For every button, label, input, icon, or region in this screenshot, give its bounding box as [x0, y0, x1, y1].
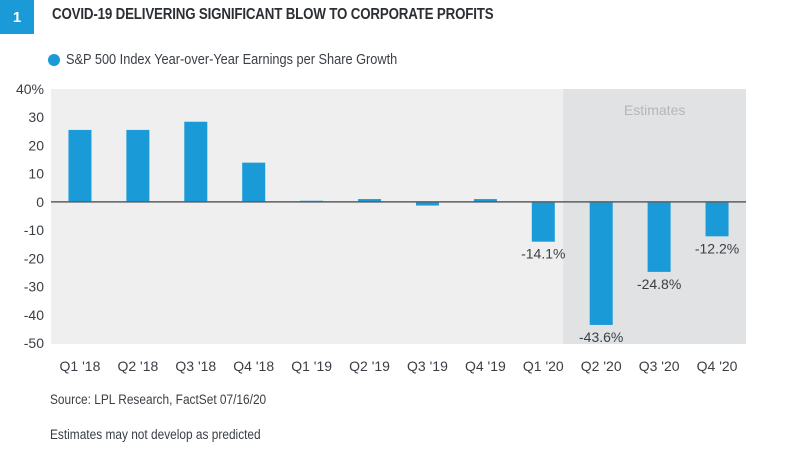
bar [589, 201, 613, 325]
data-label: -14.1% [521, 246, 565, 262]
y-tick-label: -30 [24, 279, 44, 295]
x-tick-label: Q1 '19 [291, 358, 332, 374]
y-tick-label: -10 [24, 222, 44, 238]
y-tick-label: 30 [28, 109, 44, 125]
bar [358, 199, 382, 202]
x-tick-label: Q2 '20 [581, 358, 622, 374]
y-tick-label: 20 [28, 137, 44, 153]
bar [68, 129, 92, 202]
bar [705, 201, 729, 237]
y-tick-label: -20 [24, 250, 44, 266]
y-tick-label: -50 [24, 335, 44, 351]
bar [242, 162, 266, 202]
bar [473, 199, 497, 202]
y-tick-label: 10 [28, 166, 44, 182]
x-tick-label: Q3 '18 [175, 358, 216, 374]
y-tick-label: 40% [16, 81, 44, 97]
bar [531, 201, 555, 242]
x-tick-label: Q2 '19 [349, 358, 390, 374]
data-label: -12.2% [695, 240, 739, 256]
y-tick-label: 0 [36, 194, 44, 210]
x-tick-label: Q4 '18 [233, 358, 274, 374]
bar [126, 129, 150, 202]
source-text: Source: LPL Research, FactSet 07/16/20 [50, 392, 267, 407]
data-label: -24.8% [637, 276, 681, 292]
data-label: -43.6% [579, 329, 623, 345]
disclaimer-note: Estimates may not develop as predicted [50, 427, 261, 442]
y-tick-label: -40 [24, 307, 44, 323]
x-tick-label: Q3 '20 [639, 358, 680, 374]
x-tick-label: Q2 '18 [117, 358, 158, 374]
bar [184, 121, 208, 202]
figure-number-badge: 1 [0, 0, 34, 34]
bar [415, 201, 439, 206]
x-tick-label: Q1 '18 [60, 358, 101, 374]
legend-marker [48, 54, 60, 66]
estimates-label: Estimates [624, 102, 685, 118]
x-tick-label: Q4 '20 [697, 358, 738, 374]
x-tick-label: Q4 '19 [465, 358, 506, 374]
bar [647, 201, 671, 272]
x-tick-label: Q3 '19 [407, 358, 448, 374]
chart-title: COVID-19 DELIVERING SIGNIFICANT BLOW TO … [52, 6, 494, 23]
legend-label: S&P 500 Index Year-over-Year Earnings pe… [66, 52, 398, 68]
legend: S&P 500 Index Year-over-Year Earnings pe… [48, 52, 442, 68]
x-tick-label: Q1 '20 [523, 358, 564, 374]
